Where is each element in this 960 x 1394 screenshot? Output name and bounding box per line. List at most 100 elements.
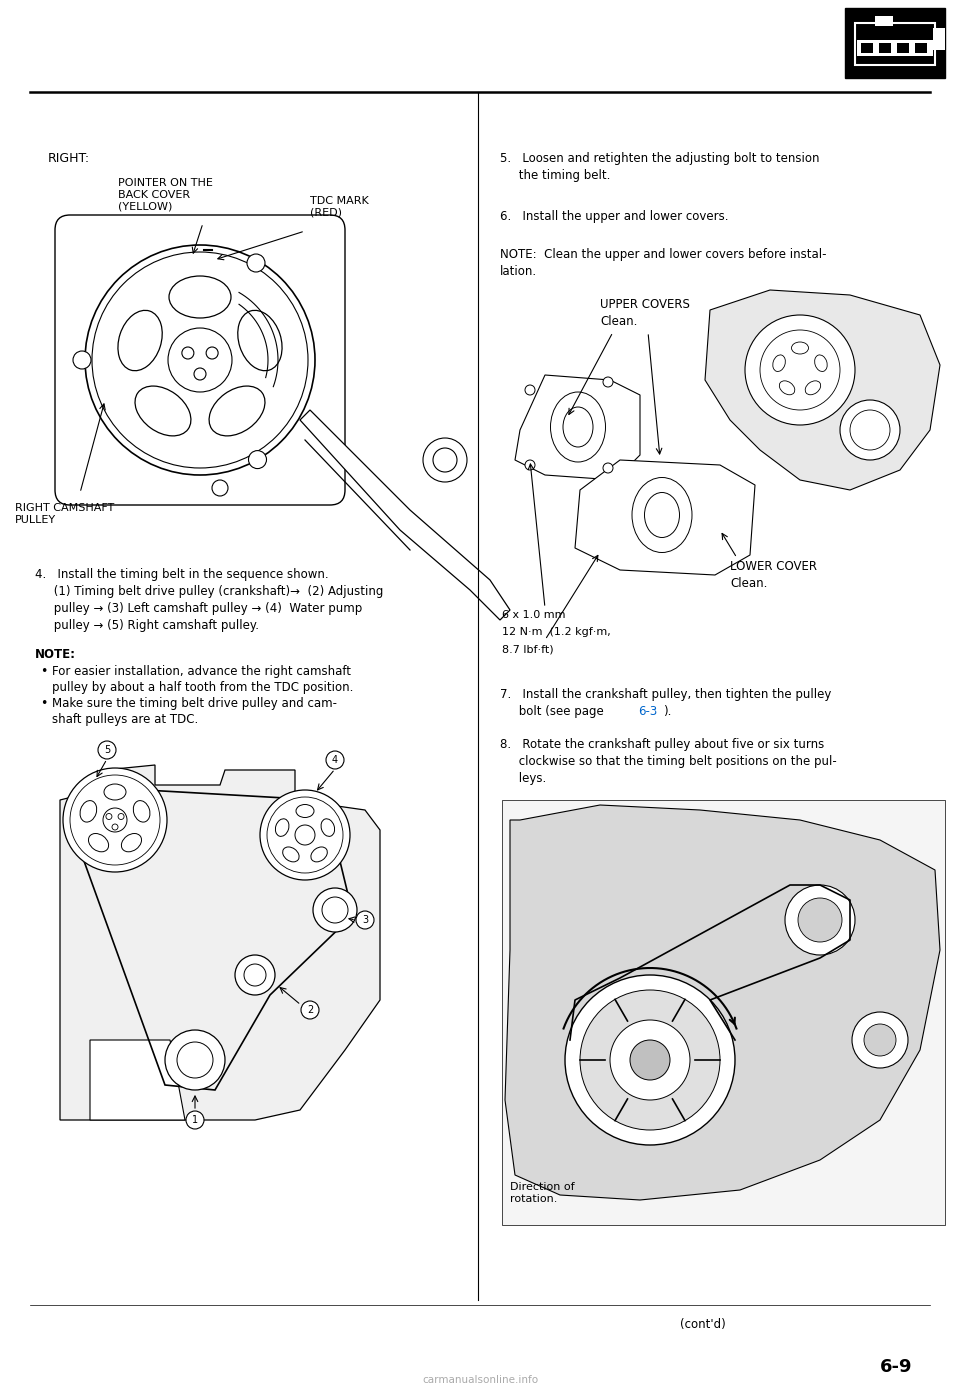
Ellipse shape xyxy=(632,478,692,552)
Text: RIGHT:: RIGHT: xyxy=(48,152,90,164)
Text: 6-3: 6-3 xyxy=(638,705,658,718)
Text: leys.: leys. xyxy=(500,772,546,785)
Ellipse shape xyxy=(238,311,282,371)
Text: ).: ). xyxy=(663,705,671,718)
Text: 6-9: 6-9 xyxy=(880,1358,913,1376)
Circle shape xyxy=(103,809,127,832)
Circle shape xyxy=(423,438,467,482)
Text: RIGHT CAMSHAFT
PULLEY: RIGHT CAMSHAFT PULLEY xyxy=(15,503,114,524)
Circle shape xyxy=(565,974,735,1144)
Circle shape xyxy=(212,480,228,496)
Text: 4.   Install the timing belt in the sequence shown.: 4. Install the timing belt in the sequen… xyxy=(35,567,328,581)
Polygon shape xyxy=(515,375,640,480)
Ellipse shape xyxy=(133,800,150,822)
Text: Clean.: Clean. xyxy=(600,315,637,328)
Text: NOTE:  Clean the upper and lower covers before instal-: NOTE: Clean the upper and lower covers b… xyxy=(500,248,827,261)
Text: •: • xyxy=(40,697,47,710)
Ellipse shape xyxy=(282,848,300,861)
Text: (1) Timing belt drive pulley (crankshaft)→  (2) Adjusting: (1) Timing belt drive pulley (crankshaft… xyxy=(35,585,383,598)
Circle shape xyxy=(745,315,855,425)
Ellipse shape xyxy=(321,818,335,836)
Circle shape xyxy=(247,254,265,272)
Polygon shape xyxy=(505,804,940,1200)
Circle shape xyxy=(852,1012,908,1068)
Ellipse shape xyxy=(296,804,314,817)
Circle shape xyxy=(106,814,112,820)
Polygon shape xyxy=(60,765,380,1119)
Text: LOWER COVER: LOWER COVER xyxy=(730,560,817,573)
Ellipse shape xyxy=(791,342,808,354)
Text: pulley by about a half tooth from the TDC position.: pulley by about a half tooth from the TD… xyxy=(52,682,353,694)
Text: •: • xyxy=(40,665,47,677)
Circle shape xyxy=(206,347,218,360)
Ellipse shape xyxy=(80,800,97,822)
Ellipse shape xyxy=(169,276,231,318)
Circle shape xyxy=(356,912,374,928)
Circle shape xyxy=(301,1001,319,1019)
Ellipse shape xyxy=(104,783,126,800)
Circle shape xyxy=(525,385,535,395)
Text: POINTER ON THE
BACK COVER
(YELLOW): POINTER ON THE BACK COVER (YELLOW) xyxy=(118,178,213,212)
Bar xyxy=(879,43,891,53)
Circle shape xyxy=(92,252,308,468)
Ellipse shape xyxy=(780,381,795,395)
Bar xyxy=(845,8,945,78)
Text: bolt (see page: bolt (see page xyxy=(500,705,608,718)
Text: 3: 3 xyxy=(362,914,368,926)
Polygon shape xyxy=(90,1040,185,1119)
Bar xyxy=(855,22,935,66)
Text: 12 N·m  (1.2 kgf·m,: 12 N·m (1.2 kgf·m, xyxy=(502,627,611,637)
Circle shape xyxy=(760,330,840,410)
Ellipse shape xyxy=(276,818,289,836)
Circle shape xyxy=(603,376,613,388)
Circle shape xyxy=(165,1030,225,1090)
Text: 6.   Install the upper and lower covers.: 6. Install the upper and lower covers. xyxy=(500,210,729,223)
Ellipse shape xyxy=(209,386,265,436)
Polygon shape xyxy=(575,460,755,574)
Ellipse shape xyxy=(550,392,606,461)
Bar xyxy=(861,43,873,53)
Text: the timing belt.: the timing belt. xyxy=(500,169,611,183)
Circle shape xyxy=(70,775,160,866)
FancyBboxPatch shape xyxy=(55,215,345,505)
Ellipse shape xyxy=(805,381,821,395)
Polygon shape xyxy=(705,290,940,491)
Circle shape xyxy=(249,450,267,468)
Text: Make sure the timing belt drive pulley and cam-: Make sure the timing belt drive pulley a… xyxy=(52,697,337,710)
Text: (cont'd): (cont'd) xyxy=(680,1317,726,1331)
Bar xyxy=(857,40,933,56)
Text: 4: 4 xyxy=(332,756,338,765)
Circle shape xyxy=(603,463,613,473)
Text: For easier installation, advance the right camshaft: For easier installation, advance the rig… xyxy=(52,665,351,677)
Ellipse shape xyxy=(311,848,327,861)
Text: 5: 5 xyxy=(104,744,110,756)
Text: TDC MARK
(RED): TDC MARK (RED) xyxy=(310,197,369,217)
Bar xyxy=(502,800,945,1225)
Circle shape xyxy=(63,768,167,873)
Ellipse shape xyxy=(118,311,162,371)
Ellipse shape xyxy=(815,355,828,371)
Ellipse shape xyxy=(563,407,593,447)
Ellipse shape xyxy=(773,355,785,371)
Circle shape xyxy=(260,790,350,880)
Circle shape xyxy=(840,400,900,460)
Circle shape xyxy=(313,888,357,933)
Circle shape xyxy=(850,410,890,450)
Circle shape xyxy=(168,328,232,392)
Circle shape xyxy=(98,742,116,758)
Text: 5.   Loosen and retighten the adjusting bolt to tension: 5. Loosen and retighten the adjusting bo… xyxy=(500,152,820,164)
Text: Clean.: Clean. xyxy=(730,577,767,590)
Circle shape xyxy=(194,368,206,381)
Circle shape xyxy=(326,751,344,769)
Circle shape xyxy=(630,1040,670,1080)
Text: 6 x 1.0 mm: 6 x 1.0 mm xyxy=(502,611,565,620)
Text: 8.7 lbf·ft): 8.7 lbf·ft) xyxy=(502,644,554,654)
Text: 2: 2 xyxy=(307,1005,313,1015)
Text: NOTE:: NOTE: xyxy=(35,648,76,661)
Circle shape xyxy=(244,965,266,986)
Circle shape xyxy=(186,1111,204,1129)
Polygon shape xyxy=(300,410,510,620)
Circle shape xyxy=(85,245,315,475)
Text: carmanualsonline.info: carmanualsonline.info xyxy=(422,1374,538,1386)
Bar xyxy=(915,43,927,53)
